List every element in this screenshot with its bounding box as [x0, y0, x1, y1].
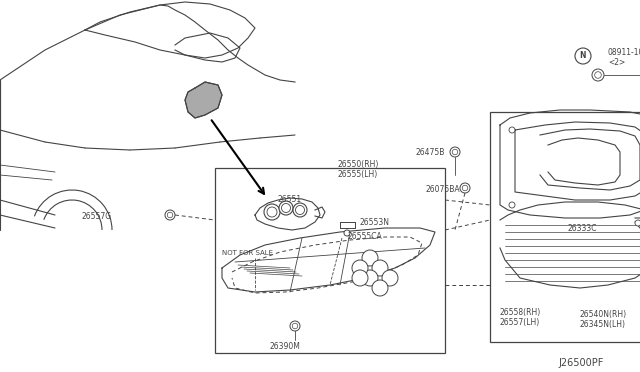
Circle shape — [165, 210, 175, 220]
Text: 26555CA: 26555CA — [348, 232, 383, 241]
Circle shape — [352, 270, 368, 286]
Text: 26550(RH)
26555(LH): 26550(RH) 26555(LH) — [338, 160, 380, 179]
Text: 26553N: 26553N — [360, 218, 390, 227]
Bar — [215, 168, 445, 353]
Text: 26075BA: 26075BA — [425, 185, 460, 194]
Circle shape — [282, 203, 291, 212]
Circle shape — [264, 204, 280, 220]
Circle shape — [293, 203, 307, 217]
Circle shape — [167, 212, 173, 218]
Text: 26558(RH)
26557(LH): 26558(RH) 26557(LH) — [500, 308, 541, 327]
Text: 08911-10637
<2>: 08911-10637 <2> — [608, 48, 640, 67]
Text: N: N — [580, 51, 586, 61]
Text: 26540N(RH)
26345N(LH): 26540N(RH) 26345N(LH) — [580, 310, 627, 329]
Circle shape — [372, 280, 388, 296]
Circle shape — [382, 270, 398, 286]
Circle shape — [450, 147, 460, 157]
Text: 26475B: 26475B — [415, 148, 444, 157]
Circle shape — [362, 250, 378, 266]
Text: 26551: 26551 — [278, 195, 302, 204]
Circle shape — [344, 230, 350, 236]
Bar — [490, 112, 640, 342]
Circle shape — [267, 207, 277, 217]
Circle shape — [575, 48, 591, 64]
Circle shape — [460, 183, 470, 193]
Polygon shape — [185, 82, 222, 118]
Circle shape — [592, 69, 604, 81]
Text: 26557G: 26557G — [82, 212, 112, 221]
Circle shape — [279, 201, 293, 215]
Circle shape — [290, 321, 300, 331]
Circle shape — [462, 185, 468, 191]
Text: 26333C: 26333C — [568, 224, 598, 233]
Circle shape — [292, 323, 298, 329]
Circle shape — [509, 202, 515, 208]
Circle shape — [352, 260, 368, 276]
Text: J26500PF: J26500PF — [558, 358, 604, 368]
Circle shape — [595, 72, 602, 78]
Text: 26390M: 26390M — [270, 342, 301, 351]
Circle shape — [509, 127, 515, 133]
Circle shape — [635, 220, 640, 226]
Circle shape — [362, 270, 378, 286]
Circle shape — [296, 205, 305, 215]
Text: NOT FOR SALE: NOT FOR SALE — [222, 250, 273, 256]
Circle shape — [372, 260, 388, 276]
Circle shape — [452, 149, 458, 155]
